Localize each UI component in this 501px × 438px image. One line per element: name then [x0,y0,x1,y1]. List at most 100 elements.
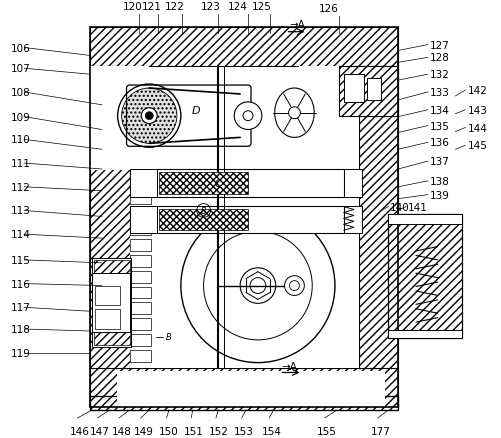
Circle shape [117,85,180,148]
Text: 151: 151 [183,426,203,436]
Text: 145: 145 [466,141,486,151]
Text: 138: 138 [429,177,449,187]
Bar [95,286,119,306]
Text: 116: 116 [11,279,31,289]
Text: 150: 150 [159,426,178,436]
Text: 144: 144 [466,123,486,133]
Text: 140: 140 [389,202,409,212]
Bar [338,67,397,117]
Text: 146: 146 [70,426,90,436]
Text: 147: 147 [90,426,110,436]
Bar [129,240,151,251]
Circle shape [141,109,157,124]
Bar [90,28,397,407]
Bar [129,328,358,368]
Text: 137: 137 [429,157,449,167]
Text: 108: 108 [11,88,31,98]
Bar [90,396,397,410]
Circle shape [242,111,253,121]
Text: 136: 136 [429,138,449,148]
Text: 125: 125 [252,2,271,12]
Text: 149: 149 [133,426,153,436]
Text: 135: 135 [429,121,449,131]
Circle shape [289,281,299,291]
Text: 153: 153 [234,426,254,436]
Bar [159,209,247,231]
Bar [129,303,151,314]
Bar [129,318,151,330]
Text: 114: 114 [11,230,31,240]
Bar [94,260,129,345]
Text: 117: 117 [11,303,31,313]
Text: 110: 110 [11,135,31,145]
Bar [129,206,157,234]
Bar [129,350,151,362]
Bar [90,28,397,67]
Bar [90,396,397,410]
Text: 109: 109 [11,113,31,122]
Text: 126: 126 [319,4,338,14]
Bar [129,255,151,267]
Text: 143: 143 [466,106,486,116]
Text: 139: 139 [429,190,449,200]
Text: B: B [200,207,206,215]
Text: 177: 177 [370,426,390,436]
Text: 119: 119 [11,348,31,358]
Bar [358,67,397,368]
Bar [129,171,358,250]
Text: 106: 106 [11,43,31,53]
Text: 155: 155 [317,426,336,436]
Bar [129,67,358,171]
Text: D: D [191,106,199,116]
Text: 148: 148 [112,426,131,436]
Circle shape [180,209,334,363]
Text: 115: 115 [11,255,31,265]
Text: 120: 120 [122,2,142,12]
Text: →A: →A [289,20,305,30]
Text: 107: 107 [11,64,31,74]
Bar [129,170,157,197]
Text: 127: 127 [429,40,449,50]
Bar [299,67,358,171]
Bar [388,215,461,338]
Text: 111: 111 [11,159,31,169]
Bar [343,170,361,197]
Text: 133: 133 [429,88,449,98]
Circle shape [234,102,262,130]
Bar [129,287,151,299]
Bar [388,215,461,338]
Text: 154: 154 [262,426,281,436]
Text: 152: 152 [208,426,228,436]
Bar [129,177,151,188]
Bar [338,67,397,117]
Text: 123: 123 [200,2,220,12]
Circle shape [288,107,300,119]
Text: C: C [214,178,221,188]
Bar [90,368,397,407]
Circle shape [284,276,304,296]
Bar [129,224,151,236]
Bar [95,310,119,329]
Bar [156,206,343,234]
Text: 113: 113 [11,206,31,216]
Text: 141: 141 [407,202,427,212]
Bar [92,258,131,347]
Text: 132: 132 [429,70,449,80]
Bar [343,206,361,234]
Text: 118: 118 [11,324,31,334]
Text: 112: 112 [11,182,31,192]
Bar [129,271,151,283]
Bar [129,67,358,368]
Bar [366,79,381,101]
Bar [92,273,129,332]
Text: 134: 134 [429,106,449,116]
Bar [388,330,461,338]
Bar [116,372,385,407]
Text: →A: →A [281,360,297,371]
Circle shape [239,268,275,304]
Text: B: B [166,333,171,342]
Text: 124: 124 [228,2,247,12]
Bar [129,192,151,204]
Text: 128: 128 [429,53,449,63]
Bar [90,67,129,368]
